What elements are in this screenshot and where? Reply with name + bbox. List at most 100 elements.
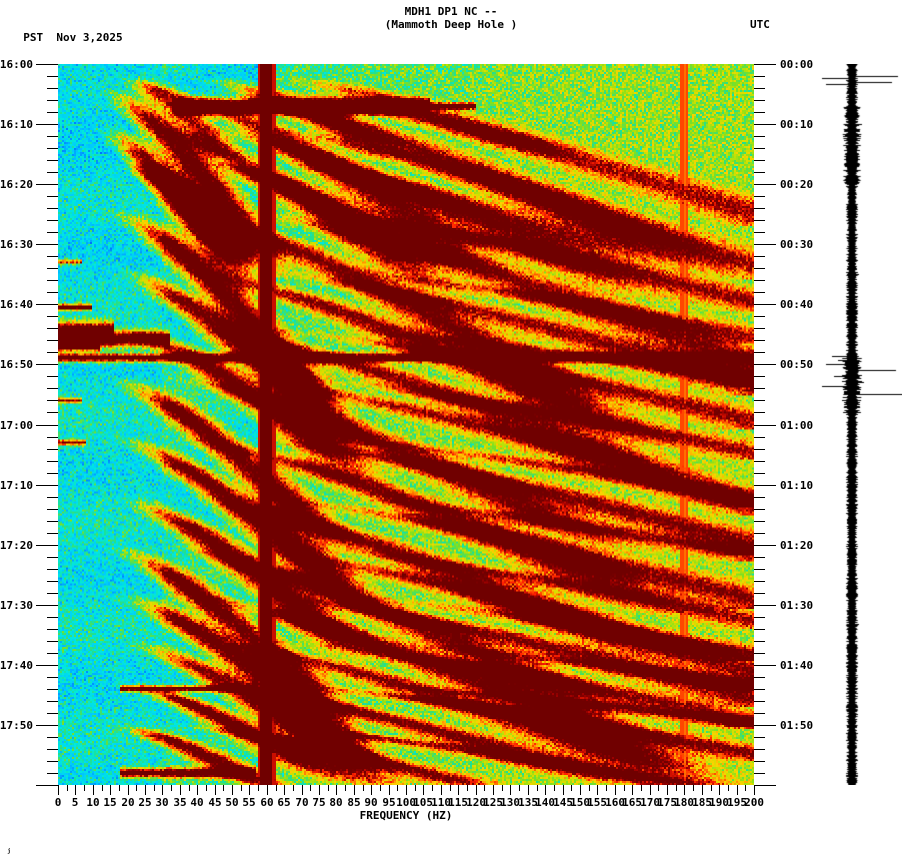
time-tick-minor <box>47 521 58 522</box>
freq-tick-minor <box>606 785 607 791</box>
time-axis-pst: 16:00 16:10 16:20 16:30 16:40 16:50 17:00 17:10… <box>0 58 58 786</box>
time-tick-minor <box>754 629 765 630</box>
freq-tick-label: 145 <box>553 796 573 809</box>
time-tick-minor <box>754 473 765 474</box>
freq-tick-major <box>180 785 181 795</box>
time-tick-minor <box>754 533 765 534</box>
time-tick-minor <box>754 352 765 353</box>
time-tick-minor <box>754 328 765 329</box>
freq-tick-minor <box>241 785 242 791</box>
time-tick-minor <box>47 352 58 353</box>
freq-tick-label: 160 <box>605 796 625 809</box>
freq-tick-major <box>719 785 720 795</box>
freq-tick-label: 75 <box>312 796 326 809</box>
time-tick-minor <box>754 136 765 137</box>
freq-tick-minor <box>223 785 224 791</box>
freq-tick-minor <box>728 785 729 791</box>
waveform-panel <box>820 64 902 785</box>
frequency-axis: 0 5 10 15 20 25 30 35 40 45 50 55 60 65 70 75 80 85 90 95 10… <box>55 785 764 825</box>
freq-tick-label: 65 <box>277 796 291 809</box>
freq-tick-minor <box>641 785 642 791</box>
freq-tick-label: 150 <box>570 796 590 809</box>
freq-tick-major <box>389 785 390 795</box>
time-tick-major <box>754 425 776 426</box>
time-tick-label: 01:20 <box>780 539 814 552</box>
freq-tick-major <box>197 785 198 795</box>
time-tick-major <box>754 64 776 65</box>
freq-tick-major <box>754 785 755 795</box>
freq-tick-label: 100 <box>396 796 416 809</box>
freq-tick-label: 50 <box>225 796 239 809</box>
freq-tick-label: 170 <box>640 796 660 809</box>
freq-tick-minor <box>136 785 137 791</box>
time-tick-minor <box>754 100 765 101</box>
time-tick-major <box>754 364 776 365</box>
freq-tick-major <box>615 785 616 795</box>
timezone-label-right: UTC <box>750 18 770 31</box>
freq-tick-minor <box>415 785 416 791</box>
freq-tick-major <box>93 785 94 795</box>
time-tick-minor <box>754 220 765 221</box>
time-tick-label: 16:20 <box>0 178 33 191</box>
freq-tick-minor <box>328 785 329 791</box>
freq-tick-major <box>284 785 285 795</box>
time-tick-minor <box>47 316 58 317</box>
time-tick-minor <box>47 112 58 113</box>
time-tick-minor <box>47 400 58 401</box>
time-tick-minor <box>47 256 58 257</box>
time-tick-minor <box>47 376 58 377</box>
time-tick-major <box>36 425 58 426</box>
time-tick-minor <box>47 581 58 582</box>
time-tick-major <box>36 64 58 65</box>
freq-tick-label: 185 <box>692 796 712 809</box>
time-tick-major <box>36 184 58 185</box>
freq-tick-minor <box>624 785 625 791</box>
time-tick-minor <box>47 653 58 654</box>
spectrogram-panel <box>58 64 754 785</box>
freq-tick-label: 55 <box>242 796 256 809</box>
time-tick-minor <box>754 689 765 690</box>
time-tick-minor <box>754 76 765 77</box>
freq-tick-major <box>667 785 668 795</box>
time-tick-major <box>754 605 776 606</box>
freq-tick-major <box>423 785 424 795</box>
time-tick-label: 17:40 <box>0 659 33 672</box>
freq-tick-label: 90 <box>364 796 378 809</box>
time-tick-major <box>36 485 58 486</box>
freq-tick-major <box>145 785 146 795</box>
freq-tick-label: 175 <box>657 796 677 809</box>
freq-tick-label: 115 <box>448 796 468 809</box>
freq-tick-major <box>215 785 216 795</box>
time-tick-minor <box>754 208 765 209</box>
time-tick-label: 00:00 <box>780 58 814 71</box>
freq-tick-major <box>528 785 529 795</box>
time-tick-minor <box>754 112 765 113</box>
time-tick-minor <box>754 701 765 702</box>
freq-tick-minor <box>206 785 207 791</box>
time-tick-minor <box>754 160 765 161</box>
time-tick-minor <box>47 497 58 498</box>
freq-tick-label: 40 <box>190 796 204 809</box>
time-tick-minor <box>754 641 765 642</box>
freq-tick-major <box>267 785 268 795</box>
time-tick-minor <box>754 400 765 401</box>
time-tick-minor <box>47 641 58 642</box>
freq-tick-minor <box>693 785 694 791</box>
time-tick-minor <box>754 521 765 522</box>
freq-tick-minor <box>84 785 85 791</box>
time-tick-minor <box>47 773 58 774</box>
freq-tick-minor <box>571 785 572 791</box>
freq-tick-major <box>232 785 233 795</box>
freq-tick-label: 30 <box>155 796 169 809</box>
freq-tick-label: 200 <box>744 796 764 809</box>
freq-tick-minor <box>745 785 746 791</box>
freq-tick-major <box>58 785 59 795</box>
time-tick-minor <box>754 449 765 450</box>
freq-tick-minor <box>293 785 294 791</box>
time-tick-minor <box>754 256 765 257</box>
freq-tick-minor <box>345 785 346 791</box>
freq-tick-minor <box>519 785 520 791</box>
freq-tick-label: 20 <box>121 796 135 809</box>
time-tick-minor <box>754 461 765 462</box>
freq-tick-label: 85 <box>347 796 361 809</box>
